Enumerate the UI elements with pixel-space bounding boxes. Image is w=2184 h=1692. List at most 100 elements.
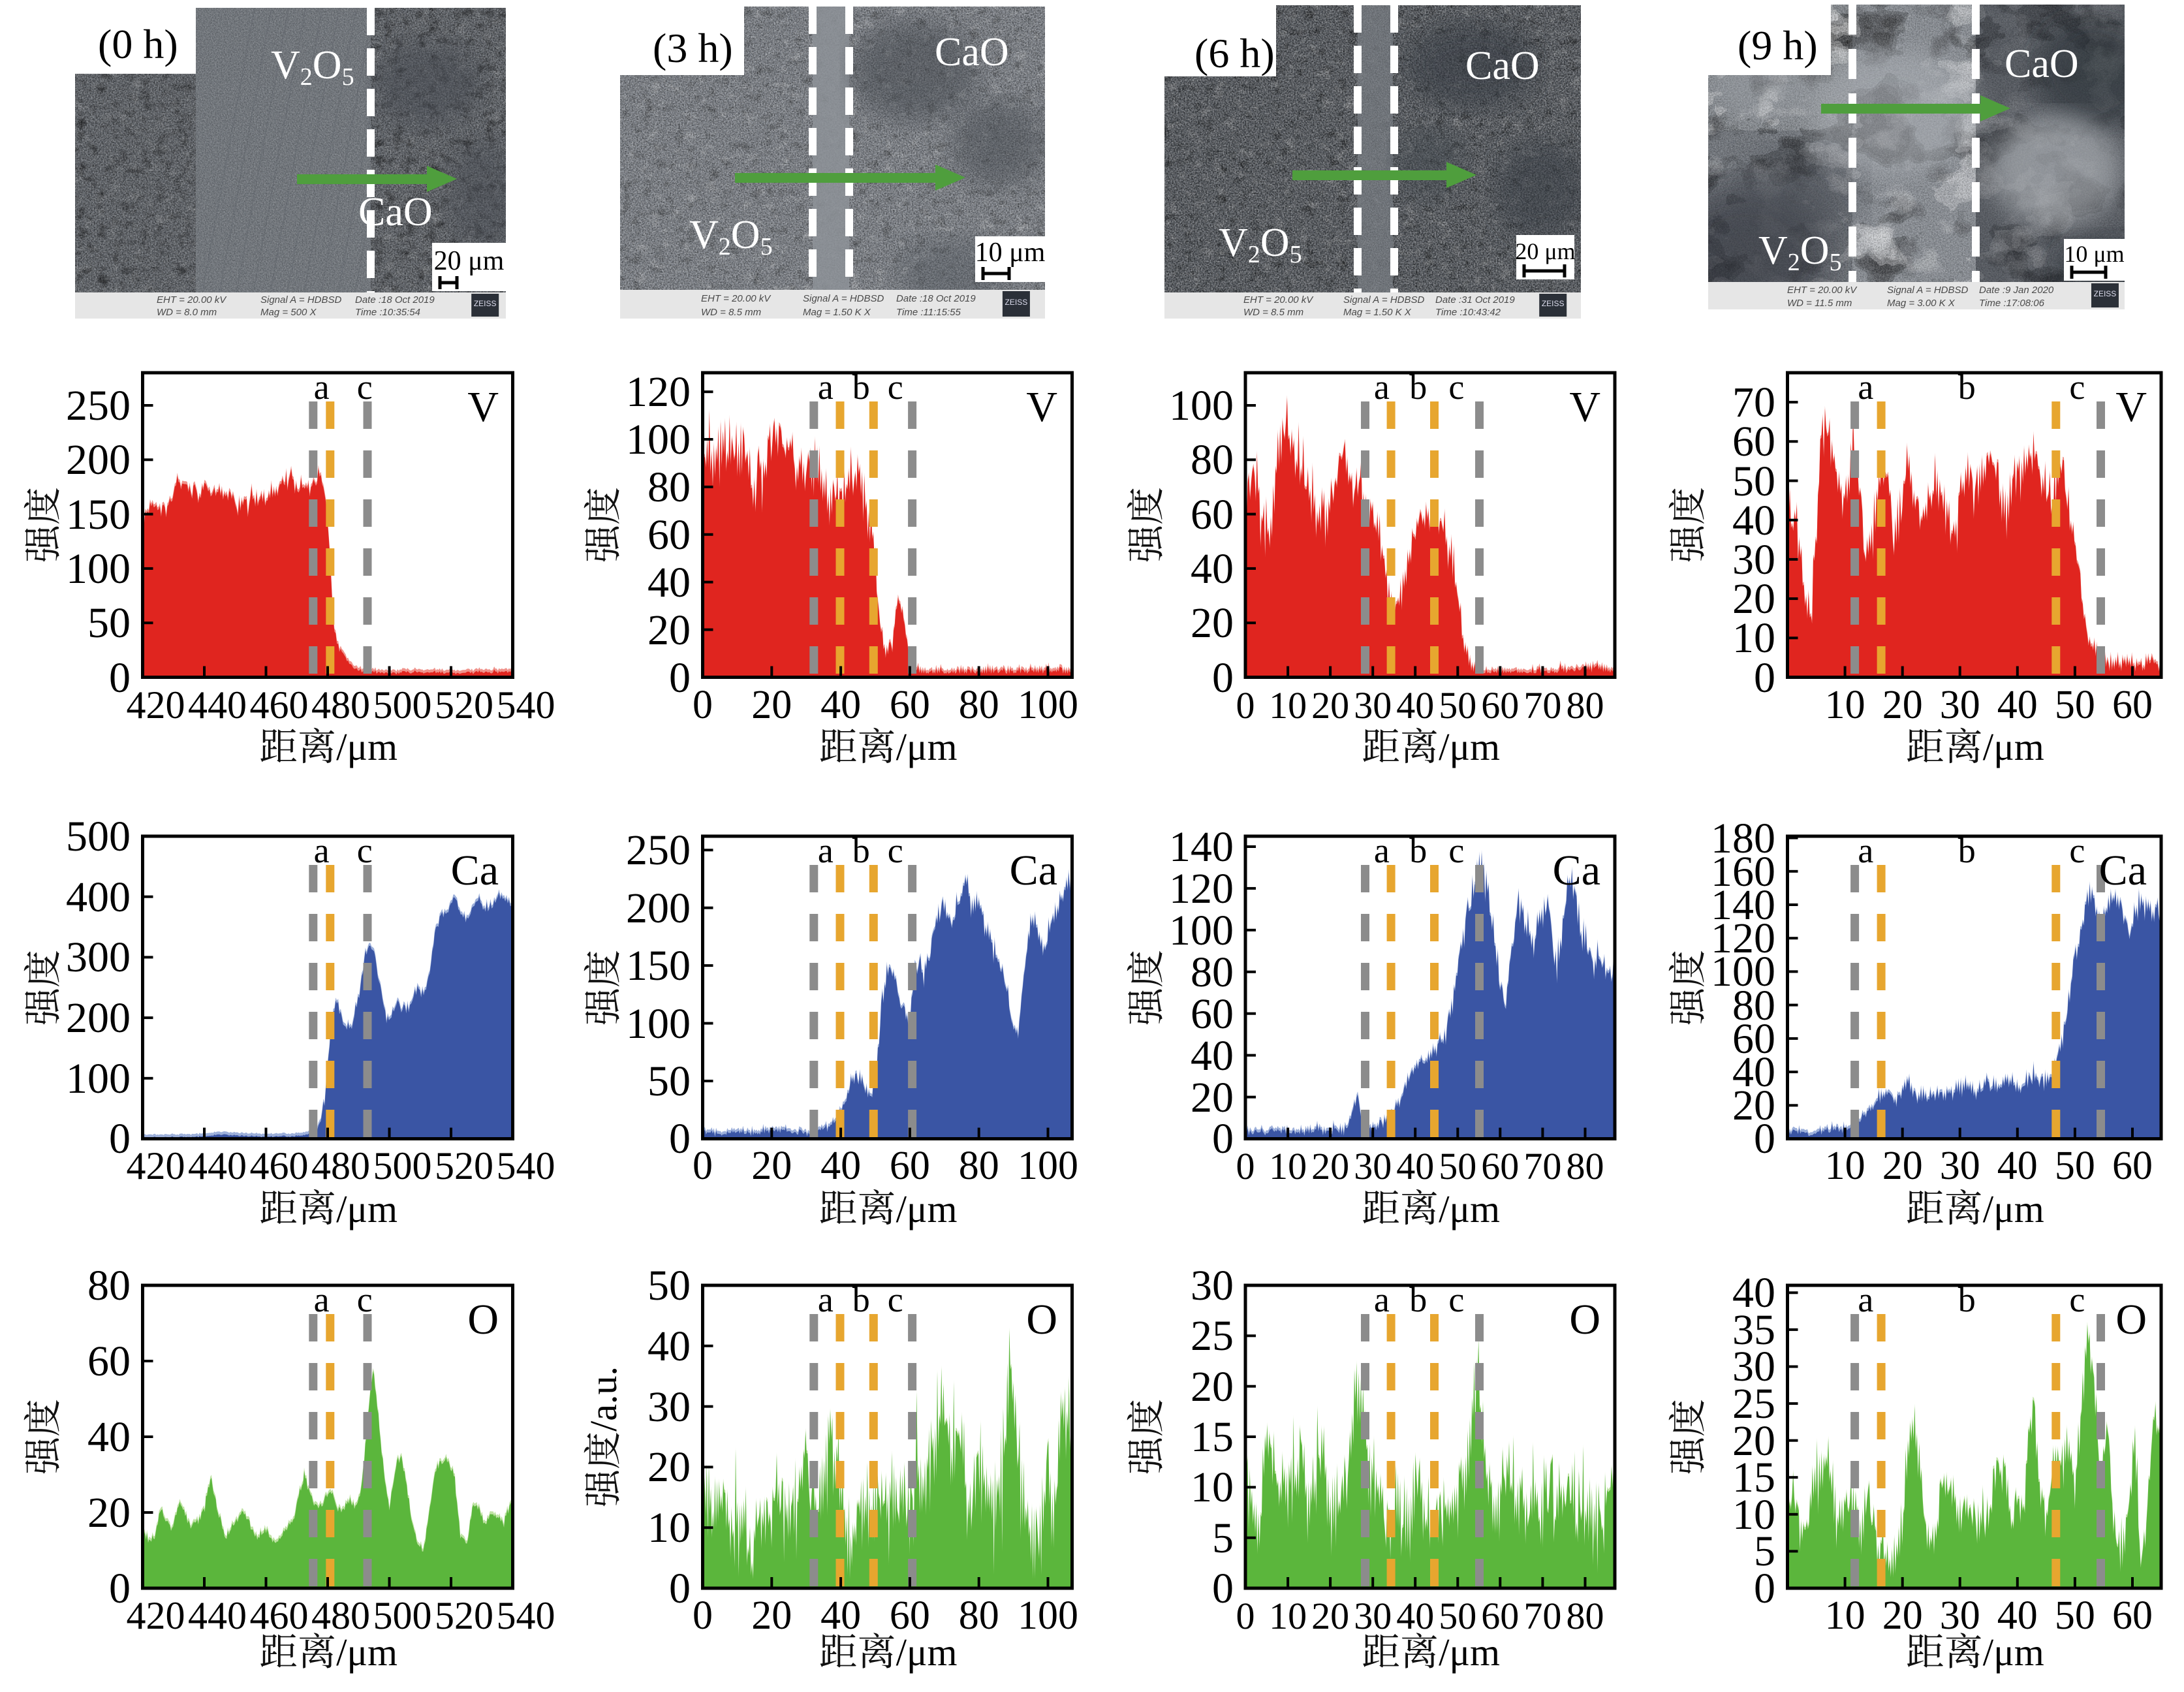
svg-text:50: 50 [2055,1593,2095,1638]
svg-text:c: c [2069,831,2085,870]
svg-text:0: 0 [109,654,131,702]
svg-text:150: 150 [626,942,691,990]
svg-text:80: 80 [1191,436,1234,484]
svg-text:60: 60 [1191,990,1234,1038]
svg-text:20 μm: 20 μm [434,246,505,276]
svg-text:20: 20 [1311,1595,1349,1637]
svg-text:b: b [1958,368,1976,407]
svg-text:Ca: Ca [2099,847,2147,894]
svg-text:c: c [1448,1280,1464,1319]
svg-text:40: 40 [820,683,861,727]
svg-text:60: 60 [890,1144,930,1188]
svg-text:b: b [852,831,870,870]
svg-text:Signal A = HDBSD: Signal A = HDBSD [1343,294,1425,306]
svg-text:Mag = 500 X: Mag = 500 X [260,307,317,318]
svg-text:25: 25 [1732,1380,1775,1428]
svg-text:c: c [888,831,903,870]
svg-text:50: 50 [1439,684,1476,727]
svg-text:c: c [888,368,903,407]
svg-text:10: 10 [1825,1593,1865,1638]
svg-text:(0 h): (0 h) [98,21,178,67]
svg-text:Time :10:35:54: Time :10:35:54 [355,307,420,318]
svg-text:a: a [314,1280,330,1319]
svg-text:/μm: /μm [896,1187,958,1230]
svg-text:/μm: /μm [896,1631,958,1674]
svg-text:25: 25 [1191,1312,1234,1360]
svg-text:a: a [1374,1280,1390,1319]
svg-text:80: 80 [959,1593,999,1638]
svg-text:a: a [818,831,834,870]
svg-text:20: 20 [1882,683,1923,727]
svg-text:Signal A = HDBSD: Signal A = HDBSD [1887,285,1969,296]
svg-text:(3 h): (3 h) [653,25,733,71]
svg-text:100: 100 [1018,1593,1078,1638]
svg-text:O: O [2115,1296,2147,1343]
svg-text:40: 40 [647,559,691,606]
svg-text:50: 50 [1439,1595,1476,1637]
svg-text:30: 30 [1940,683,1980,727]
svg-text:500: 500 [373,683,432,727]
svg-text:20: 20 [1882,1593,1923,1638]
svg-text:20: 20 [1311,1145,1349,1187]
svg-text:WD = 11.5 mm: WD = 11.5 mm [1787,298,1852,309]
svg-text:10: 10 [1825,683,1865,727]
svg-text:Mag = 3.00 K X: Mag = 3.00 K X [1887,298,1956,309]
svg-text:40: 40 [1732,1269,1775,1317]
svg-text:a: a [1858,831,1873,870]
svg-text:CaO: CaO [1465,44,1540,88]
svg-text:b: b [1958,1280,1976,1319]
svg-text:ZEISS: ZEISS [1542,299,1565,308]
svg-text:a: a [1374,368,1390,407]
svg-text:EHT = 20.00 kV: EHT = 20.00 kV [1243,294,1314,306]
svg-text:c: c [2069,1280,2085,1319]
svg-text:520: 520 [435,1594,493,1637]
svg-text:540: 540 [497,1144,555,1187]
svg-text:40: 40 [1997,1144,2038,1188]
svg-text:50: 50 [2055,1144,2095,1188]
svg-text:120: 120 [626,368,691,416]
svg-text:V2O5: V2O5 [1219,221,1302,268]
svg-text:0: 0 [1212,1115,1234,1163]
svg-text:a: a [314,368,330,407]
svg-text:5: 5 [1754,1528,1775,1575]
svg-text:200: 200 [66,994,131,1042]
svg-text:20: 20 [1732,1417,1775,1465]
svg-text:140: 140 [1711,881,1775,929]
svg-text:80: 80 [1567,684,1604,727]
svg-text:0: 0 [693,1593,713,1638]
svg-text:60: 60 [1732,1015,1775,1063]
svg-text:/μm: /μm [336,725,398,768]
svg-text:b: b [852,368,870,407]
svg-text:a: a [818,1280,834,1319]
svg-text:420: 420 [127,1594,185,1637]
svg-text:a: a [1858,368,1873,407]
svg-text:30: 30 [1354,1145,1392,1187]
svg-text:50: 50 [87,599,131,647]
svg-text:20: 20 [1191,1074,1234,1121]
svg-text:WD = 8.5 mm: WD = 8.5 mm [1243,307,1303,318]
svg-text:80: 80 [959,683,999,727]
svg-text:Signal A = HDBSD: Signal A = HDBSD [260,294,342,306]
svg-text:10: 10 [647,1504,691,1552]
svg-text:20: 20 [1732,1082,1775,1129]
svg-text:80: 80 [87,1262,131,1309]
svg-text:80: 80 [1567,1145,1604,1187]
svg-text:10: 10 [1825,1144,1865,1188]
svg-text:b: b [1409,368,1427,407]
svg-text:60: 60 [87,1338,131,1385]
svg-text:c: c [1448,831,1464,870]
svg-text:40: 40 [1191,545,1234,593]
svg-text:(6 h): (6 h) [1194,30,1275,76]
svg-text:a: a [314,831,330,870]
svg-text:20: 20 [1191,1363,1234,1411]
svg-text:EHT = 20.00 kV: EHT = 20.00 kV [157,294,227,306]
svg-text:10: 10 [1732,1491,1775,1539]
svg-text:O: O [1569,1296,1600,1343]
svg-text:0: 0 [693,683,713,727]
svg-text:60: 60 [647,511,691,559]
svg-text:40: 40 [1396,1595,1434,1637]
svg-text:80: 80 [1567,1595,1604,1637]
svg-text:Date :18 Oct 2019: Date :18 Oct 2019 [896,293,976,304]
svg-text:480: 480 [311,1594,370,1637]
svg-text:50: 50 [647,1262,691,1309]
